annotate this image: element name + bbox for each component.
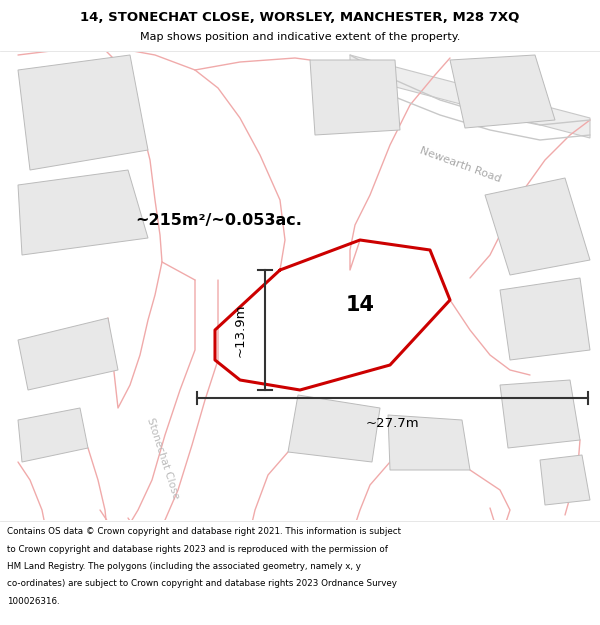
Polygon shape [540,455,590,505]
Polygon shape [450,55,555,128]
Text: 14: 14 [346,295,374,315]
Text: ~27.7m: ~27.7m [365,417,419,430]
Text: Stonechat Close: Stonechat Close [145,416,181,500]
Text: 14, STONECHAT CLOSE, WORSLEY, MANCHESTER, M28 7XQ: 14, STONECHAT CLOSE, WORSLEY, MANCHESTER… [80,11,520,24]
Text: co-ordinates) are subject to Crown copyright and database rights 2023 Ordnance S: co-ordinates) are subject to Crown copyr… [7,579,397,588]
Text: ~215m²/~0.053ac.: ~215m²/~0.053ac. [135,213,302,228]
Polygon shape [388,415,470,470]
Text: Contains OS data © Crown copyright and database right 2021. This information is : Contains OS data © Crown copyright and d… [7,528,401,536]
Polygon shape [485,178,590,275]
Polygon shape [310,60,400,135]
Polygon shape [288,395,380,462]
Polygon shape [500,380,580,448]
Polygon shape [18,318,118,390]
Polygon shape [18,170,148,255]
Polygon shape [18,55,148,170]
Polygon shape [350,55,590,138]
Polygon shape [18,408,88,462]
Polygon shape [500,278,590,360]
Text: to Crown copyright and database rights 2023 and is reproduced with the permissio: to Crown copyright and database rights 2… [7,544,388,554]
Text: Newearth Road: Newearth Road [418,146,502,184]
Text: 100026316.: 100026316. [7,597,60,606]
Text: HM Land Registry. The polygons (including the associated geometry, namely x, y: HM Land Registry. The polygons (includin… [7,562,361,571]
Text: ~13.9m: ~13.9m [234,303,247,357]
Text: Map shows position and indicative extent of the property.: Map shows position and indicative extent… [140,32,460,43]
